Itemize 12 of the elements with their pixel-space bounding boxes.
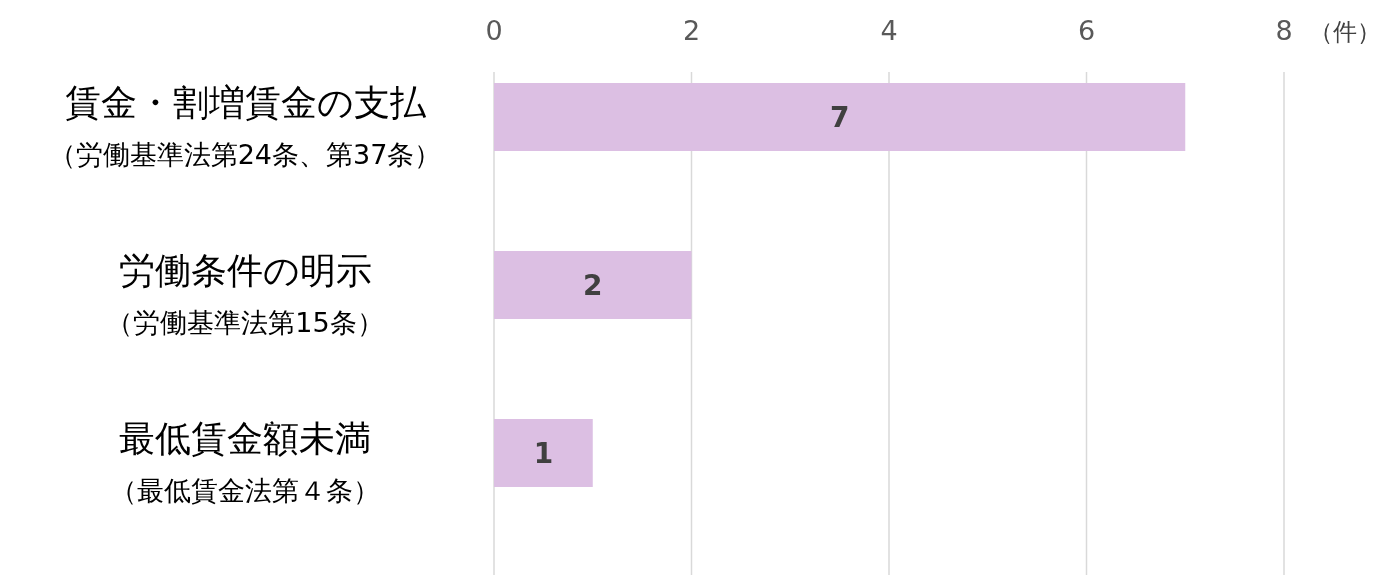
y-tick-label: 賃金・割増賃金の支払（労働基準法第24条、第37条） [48,82,442,170]
x-axis-title: （件） [1309,18,1381,46]
x-tick-label: 0 [485,15,503,46]
x-tick-label: 4 [880,15,898,46]
data-label: 1 [533,437,554,470]
x-tick-label: 6 [1077,15,1096,46]
y-tick-label: 最低賃金額未満（最低賃金法第４条） [110,418,380,506]
x-tick-label: 8 [1275,15,1293,46]
y-tick-label: 労働条件の明示（労働基準法第15条） [106,250,384,338]
data-label: 2 [583,269,603,302]
x-tick-label: 2 [682,15,701,46]
data-label: 7 [829,101,850,134]
